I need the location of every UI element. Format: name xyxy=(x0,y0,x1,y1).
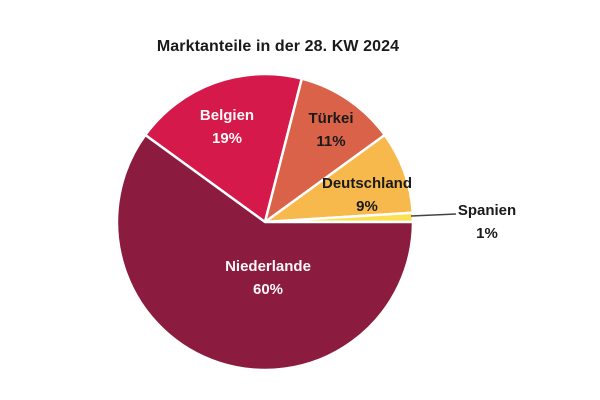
pie-slice-t-rkei xyxy=(263,77,386,224)
chart-title: Marktanteile in der 28. KW 2024 xyxy=(156,38,400,55)
pie-slice-deutschland xyxy=(263,133,414,224)
pie-slice-belgien xyxy=(144,72,304,224)
spanien-leader-line xyxy=(410,213,457,217)
pie-slices xyxy=(115,72,415,372)
pie-slice-niederlande xyxy=(115,133,415,372)
